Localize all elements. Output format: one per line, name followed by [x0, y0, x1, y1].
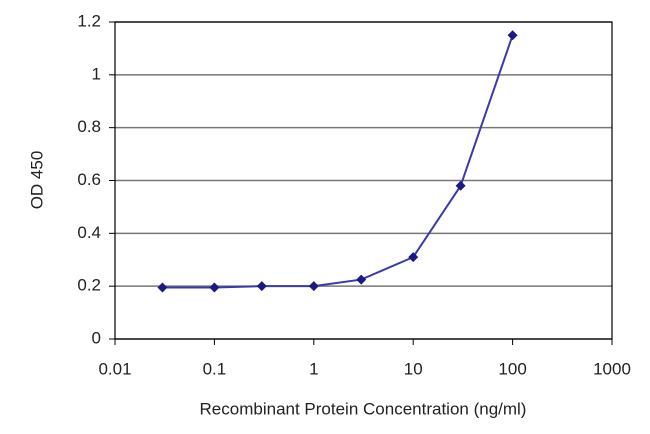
data-point [256, 281, 267, 292]
y-tick-label: 0.6 [77, 170, 101, 189]
x-tick-label: 0.1 [203, 359, 227, 378]
data-point [507, 30, 518, 41]
y-tick-label: 0.8 [77, 117, 101, 136]
x-tick-label: 1 [309, 359, 318, 378]
data-point [157, 282, 168, 293]
x-axis-label: Recombinant Protein Concentration (ng/ml… [200, 399, 527, 418]
data-line [162, 34, 514, 289]
y-tick-label: 1 [92, 64, 101, 83]
y-tick-label: 0 [92, 328, 101, 347]
y-tick-label: 0.2 [77, 276, 101, 295]
y-axis-label: OD 450 [27, 151, 46, 210]
x-tick-label: 100 [498, 359, 526, 378]
x-tick-label: 0.01 [98, 359, 131, 378]
x-tick-label: 1000 [593, 359, 631, 378]
data-point [308, 281, 319, 292]
data-point [455, 180, 466, 191]
data-point [356, 274, 367, 285]
data-point [209, 282, 220, 293]
x-tick-label: 10 [404, 359, 423, 378]
y-tick-label: 1.2 [77, 11, 101, 30]
y-tick-label: 0.4 [77, 223, 101, 242]
plot-frame [114, 21, 613, 340]
data-point [408, 252, 419, 263]
